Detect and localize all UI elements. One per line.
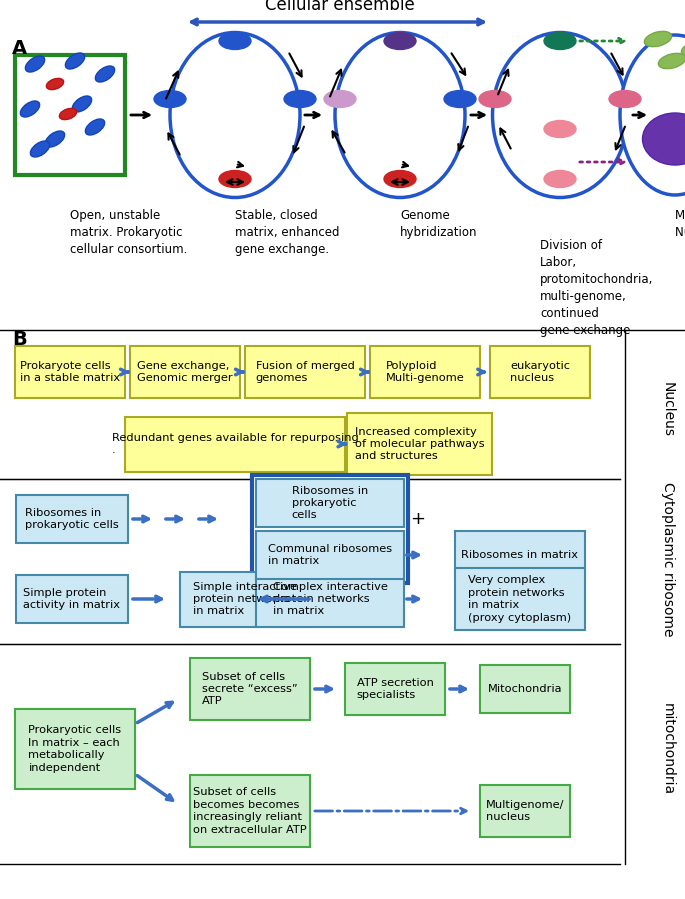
- Text: Stable, closed
matrix, enhanced
gene exchange.: Stable, closed matrix, enhanced gene exc…: [235, 209, 340, 256]
- Text: eukaryotic
nucleus: eukaryotic nucleus: [510, 360, 570, 383]
- FancyBboxPatch shape: [252, 475, 408, 583]
- Text: Cellular ensemble: Cellular ensemble: [265, 0, 415, 14]
- Text: Division of
Labor,
protomitochondria,
multi-genome,
continued
gene exchange: Division of Labor, protomitochondria, mu…: [540, 239, 653, 337]
- Ellipse shape: [25, 56, 45, 72]
- Text: Ribosomes in matrix: Ribosomes in matrix: [462, 550, 579, 560]
- Text: +: +: [410, 510, 425, 528]
- Ellipse shape: [60, 109, 77, 120]
- Ellipse shape: [479, 91, 511, 108]
- Text: Cytoplasmic ribosome: Cytoplasmic ribosome: [661, 482, 675, 636]
- FancyBboxPatch shape: [16, 575, 128, 623]
- Text: Subset of cells
secrete “excess”
ATP: Subset of cells secrete “excess” ATP: [202, 672, 298, 707]
- Text: Complex interactive
protein networks
in matrix: Complex interactive protein networks in …: [273, 582, 388, 617]
- Ellipse shape: [45, 131, 64, 147]
- FancyBboxPatch shape: [347, 413, 493, 475]
- Ellipse shape: [444, 91, 476, 108]
- Text: ATP secretion
specialists: ATP secretion specialists: [357, 678, 434, 700]
- Text: Genome
hybridization: Genome hybridization: [400, 209, 477, 239]
- Ellipse shape: [544, 32, 576, 49]
- Ellipse shape: [170, 32, 300, 198]
- FancyBboxPatch shape: [180, 572, 310, 627]
- Ellipse shape: [493, 32, 627, 198]
- Ellipse shape: [544, 171, 576, 188]
- Text: B: B: [12, 330, 27, 349]
- FancyBboxPatch shape: [130, 346, 240, 398]
- Ellipse shape: [284, 91, 316, 108]
- FancyBboxPatch shape: [345, 663, 445, 715]
- Ellipse shape: [86, 119, 105, 135]
- Ellipse shape: [609, 91, 641, 108]
- Ellipse shape: [219, 32, 251, 49]
- Ellipse shape: [21, 101, 40, 117]
- FancyBboxPatch shape: [256, 572, 404, 627]
- FancyBboxPatch shape: [15, 346, 125, 398]
- Text: Increased complexity
of molecular pathways
and structures: Increased complexity of molecular pathwa…: [356, 427, 485, 461]
- Text: Redundant genes available for repurposing
.: Redundant genes available for repurposin…: [112, 432, 358, 455]
- FancyBboxPatch shape: [455, 531, 585, 579]
- Ellipse shape: [645, 31, 672, 47]
- Text: Subset of cells
becomes becomes
increasingly reliant
on extracellular ATP: Subset of cells becomes becomes increasi…: [193, 788, 307, 834]
- FancyBboxPatch shape: [125, 416, 345, 471]
- Text: Ribosomes in
prokaryotic
cells: Ribosomes in prokaryotic cells: [292, 485, 368, 521]
- Text: Ribosomes in
prokaryotic cells: Ribosomes in prokaryotic cells: [25, 508, 119, 530]
- Text: Communal ribosomes
in matrix: Communal ribosomes in matrix: [268, 544, 392, 566]
- Text: Fusion of merged
genomes: Fusion of merged genomes: [256, 360, 354, 383]
- Ellipse shape: [384, 171, 416, 188]
- Text: Open, unstable
matrix. Prokaryotic
cellular consortium.: Open, unstable matrix. Prokaryotic cellu…: [70, 209, 188, 256]
- Text: Simple protein
activity in matrix: Simple protein activity in matrix: [23, 588, 121, 610]
- Text: Polyploid
Multi-genome: Polyploid Multi-genome: [386, 360, 464, 383]
- Ellipse shape: [30, 141, 49, 157]
- FancyBboxPatch shape: [370, 346, 480, 398]
- Ellipse shape: [65, 53, 85, 69]
- Bar: [15, 55, 125, 175]
- FancyBboxPatch shape: [455, 568, 585, 630]
- FancyBboxPatch shape: [490, 346, 590, 398]
- Text: mitochondria: mitochondria: [661, 703, 675, 795]
- Ellipse shape: [324, 91, 356, 108]
- Text: A: A: [12, 39, 27, 58]
- Text: Prokaryotic cells
In matrix – each
metabolically
independent: Prokaryotic cells In matrix – each metab…: [29, 725, 121, 772]
- Ellipse shape: [95, 66, 114, 82]
- Text: Simple interactive
protein networks
in matrix: Simple interactive protein networks in m…: [193, 582, 297, 617]
- FancyBboxPatch shape: [190, 775, 310, 847]
- Ellipse shape: [73, 96, 92, 112]
- FancyBboxPatch shape: [16, 495, 128, 543]
- Text: Mitochondria (green).
Nucleus (purple).: Mitochondria (green). Nucleus (purple).: [675, 209, 685, 239]
- Text: Nucleus: Nucleus: [661, 381, 675, 437]
- Ellipse shape: [219, 171, 251, 188]
- Ellipse shape: [658, 53, 685, 68]
- Ellipse shape: [544, 120, 576, 138]
- Ellipse shape: [154, 91, 186, 108]
- Text: Mitochondria: Mitochondria: [488, 684, 562, 694]
- Text: Gene exchange,
Genomic merger: Gene exchange, Genomic merger: [137, 360, 233, 383]
- FancyBboxPatch shape: [480, 785, 570, 837]
- Ellipse shape: [335, 32, 465, 198]
- Text: Prokaryote cells
in a stable matrix: Prokaryote cells in a stable matrix: [20, 360, 120, 383]
- Ellipse shape: [682, 41, 685, 57]
- Ellipse shape: [643, 113, 685, 165]
- FancyBboxPatch shape: [256, 479, 404, 527]
- Text: Very complex
protein networks
in matrix
(proxy cytoplasm): Very complex protein networks in matrix …: [469, 575, 571, 623]
- Text: Multigenome/
nucleus: Multigenome/ nucleus: [486, 800, 564, 823]
- Ellipse shape: [384, 32, 416, 49]
- Ellipse shape: [47, 78, 64, 90]
- FancyBboxPatch shape: [245, 346, 365, 398]
- FancyBboxPatch shape: [15, 709, 135, 789]
- FancyBboxPatch shape: [256, 531, 404, 579]
- FancyBboxPatch shape: [480, 665, 570, 713]
- Ellipse shape: [620, 35, 685, 195]
- FancyBboxPatch shape: [190, 658, 310, 720]
